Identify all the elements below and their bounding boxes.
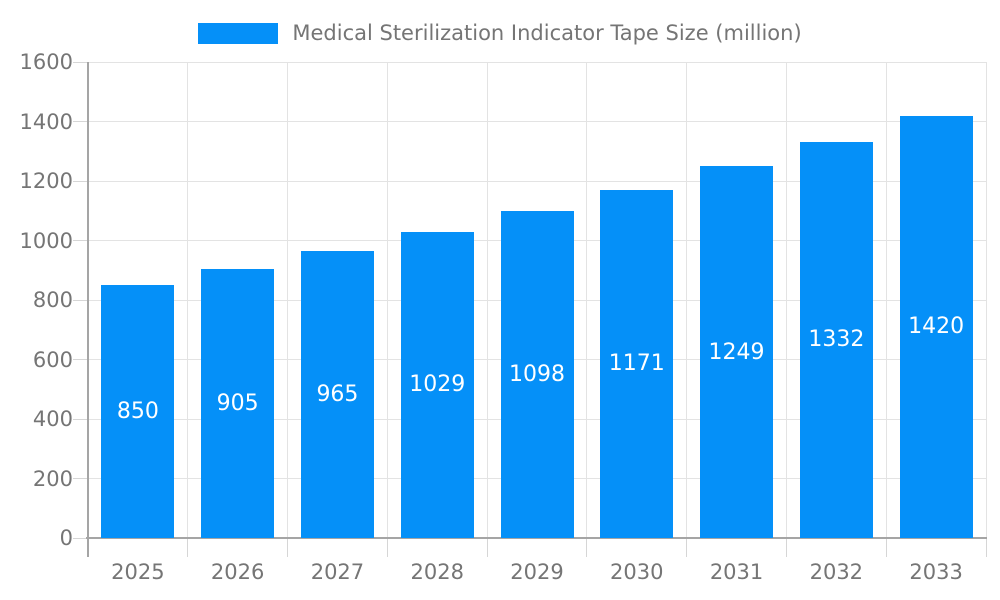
- x-tick-label: 2027: [310, 560, 365, 584]
- y-tick-label: 1600: [19, 50, 73, 74]
- y-axis-tick: [73, 299, 88, 301]
- gridline-vertical: [586, 62, 588, 538]
- x-tick-label: 2025: [111, 560, 165, 584]
- gridline-vertical: [486, 62, 488, 538]
- y-axis-tick: [73, 61, 88, 63]
- x-tick-label: 2030: [610, 560, 664, 584]
- gridline-vertical: [187, 62, 189, 538]
- x-axis-tick: [386, 538, 388, 557]
- x-tick-label: 2029: [510, 560, 564, 584]
- x-tick-label: 2026: [210, 560, 265, 584]
- y-axis-tick: [73, 478, 88, 479]
- x-axis-tick: [187, 538, 189, 557]
- bar-2026: 905: [201, 268, 275, 538]
- x-tick-label: 2033: [909, 560, 963, 584]
- bar-2030: 1171: [600, 189, 674, 538]
- x-axis-tick: [785, 538, 787, 557]
- x-tick-label: 2031: [709, 560, 764, 584]
- legend-label: Medical Sterilization Indicator Tape Siz…: [292, 21, 802, 45]
- gridline-vertical: [686, 62, 688, 538]
- gridline-horizontal: [88, 61, 986, 63]
- y-tick-label: 200: [32, 466, 73, 491]
- y-tick-label: 600: [32, 347, 73, 372]
- bar-value-label: 1029: [409, 372, 466, 398]
- bar-2033: 1420: [899, 115, 973, 538]
- y-axis-tick: [73, 537, 88, 539]
- x-axis-tick: [287, 538, 289, 557]
- bar-2029: 1098: [500, 211, 574, 538]
- bar-value-label: 1249: [708, 339, 765, 365]
- x-axis-tick: [686, 538, 688, 557]
- y-axis-tick: [73, 359, 88, 360]
- bar-2025: 850: [101, 285, 175, 538]
- y-tick-label: 1200: [19, 169, 73, 193]
- x-axis-tick: [885, 538, 887, 557]
- y-tick-label: 800: [32, 288, 73, 312]
- bar-value-label: 1332: [808, 327, 865, 353]
- gridline-horizontal: [88, 121, 986, 122]
- y-tick-label: 1400: [19, 109, 73, 134]
- bar-2031: 1249: [700, 166, 774, 538]
- bar-value-label: 1098: [509, 362, 565, 388]
- y-axis-tick: [73, 180, 88, 182]
- legend-swatch: [198, 22, 279, 44]
- bar-value-label: 1420: [908, 314, 965, 340]
- gridline-vertical: [885, 62, 887, 538]
- y-axis-tick: [73, 418, 88, 420]
- gridline-vertical: [785, 62, 787, 538]
- bar-2027: 965: [300, 250, 374, 538]
- gridline-vertical: [386, 62, 388, 538]
- bar-value-label: 1171: [608, 351, 665, 377]
- x-axis-tick: [586, 538, 588, 557]
- y-tick-label: 1000: [19, 228, 73, 253]
- bar-2032: 1332: [799, 141, 873, 538]
- gridline-vertical: [985, 62, 987, 538]
- y-tick-label: 400: [32, 407, 73, 431]
- y-axis-line: [87, 62, 89, 557]
- plot-area: 850 905 965 1029 1098 1171 1249 1332 1420: [73, 61, 987, 557]
- x-axis-tick: [985, 538, 987, 557]
- bar-2028: 1029: [400, 231, 474, 538]
- bar-value-label: 965: [316, 381, 359, 407]
- y-tick-label: 0: [59, 526, 73, 550]
- gridline-horizontal: [88, 180, 986, 182]
- bar-value-label: 850: [116, 399, 159, 425]
- x-axis-line: [86, 537, 987, 539]
- y-axis-tick: [73, 240, 88, 241]
- x-tick-label: 2028: [410, 560, 464, 584]
- gridline-vertical: [287, 62, 289, 538]
- x-tick-label: 2032: [809, 560, 864, 584]
- legend[interactable]: Medical Sterilization Indicator Tape Siz…: [0, 21, 1000, 45]
- bar-value-label: 905: [216, 390, 259, 416]
- y-axis-tick: [73, 121, 88, 122]
- x-axis-tick: [486, 538, 488, 557]
